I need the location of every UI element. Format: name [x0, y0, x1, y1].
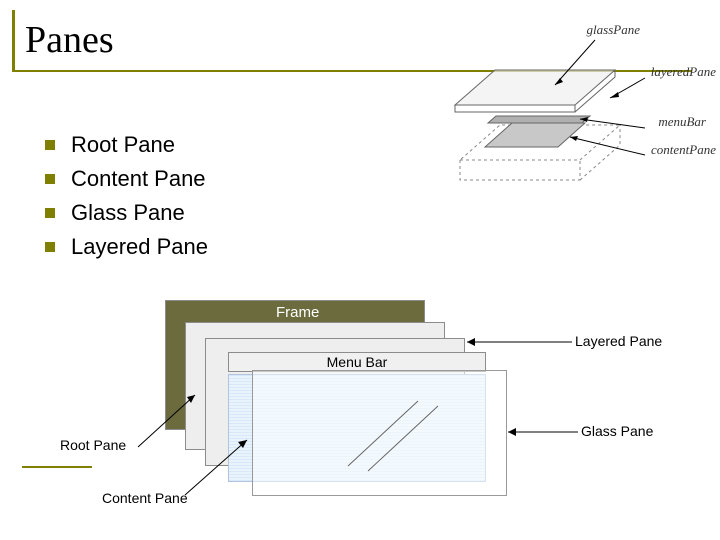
list-item: Layered Pane	[45, 234, 710, 260]
diagram-stack: Frame Menu Bar	[60, 300, 680, 520]
bullet-icon	[45, 242, 55, 252]
label-glass-pane: Glass Pane	[581, 423, 653, 439]
bullet-icon	[45, 140, 55, 150]
bullet-icon	[45, 174, 55, 184]
bullet-text: Root Pane	[71, 132, 175, 158]
label-layeredpane-3d: layeredPane	[651, 64, 716, 80]
label-layered-pane: Layered Pane	[575, 333, 662, 349]
label-menubar-3d: menuBar	[658, 114, 706, 130]
bullet-text: Content Pane	[71, 166, 206, 192]
bullet-text: Layered Pane	[71, 234, 208, 260]
bullet-icon	[45, 208, 55, 218]
bullet-text: Glass Pane	[71, 200, 185, 226]
label-contentpane-3d: contentPane	[651, 142, 716, 158]
label-root-pane: Root Pane	[60, 437, 126, 453]
label-content-pane: Content Pane	[102, 490, 188, 506]
label-glasspane-3d: glassPane	[587, 22, 640, 38]
bottom-rule	[22, 466, 92, 468]
